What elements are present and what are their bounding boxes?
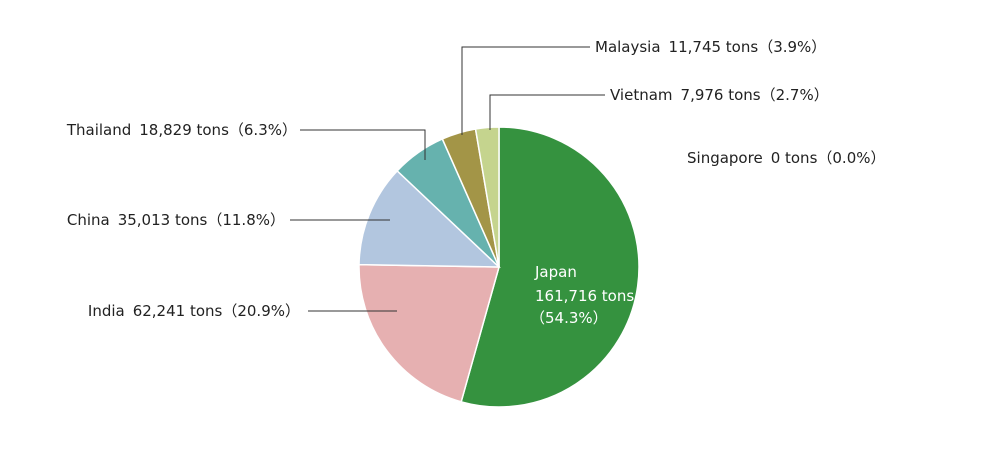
percent-label: （11.8%） [207,211,285,229]
slice-label: Malaysia 11,745 tons（3.9%） [595,38,826,56]
pie-slice [460,126,640,408]
category-label: China [67,211,110,229]
value-label: 161,716 tons [535,287,634,305]
slice-label: Thailand 18,829 tons（6.3%） [66,121,297,139]
slice-label: Singapore 0 tons（0.0%） [687,149,886,167]
category-label: Thailand [66,121,131,139]
pie-slice [358,263,500,403]
value-label: 7,976 tons [681,86,761,104]
leader-line [461,46,590,135]
percent-label: （6.3%） [229,121,297,139]
pie-slice [474,126,500,268]
slice-label: Vietnam 7,976 tons（2.7%） [610,86,829,104]
slice-label: China 35,013 tons（11.8%） [67,211,285,229]
category-label: Singapore [687,149,763,167]
slice-label: India 62,241 tons（20.9%） [88,302,300,320]
category-label: Vietnam [610,86,673,104]
leader-line [300,129,426,160]
leader-line [489,94,605,130]
value-label: 62,241 tons [133,302,223,320]
category-label: Japan [534,263,577,281]
value-label: 11,745 tons [669,38,759,56]
percent-label: （20.9%） [222,302,300,320]
value-label: 18,829 tons [139,121,229,139]
pie-slice [358,169,501,268]
category-label: India [88,302,125,320]
percent-label: （3.9%） [758,38,826,56]
value-label: 35,013 tons [118,211,208,229]
slice-label: Japan 161,716 tons （54.3%） [530,263,634,327]
percent-label: （0.0%） [817,149,885,167]
value-label: 0 tons [771,149,818,167]
percent-label: （54.3%） [530,309,608,327]
percent-label: （2.7%） [761,86,829,104]
category-label: Malaysia [595,38,661,56]
